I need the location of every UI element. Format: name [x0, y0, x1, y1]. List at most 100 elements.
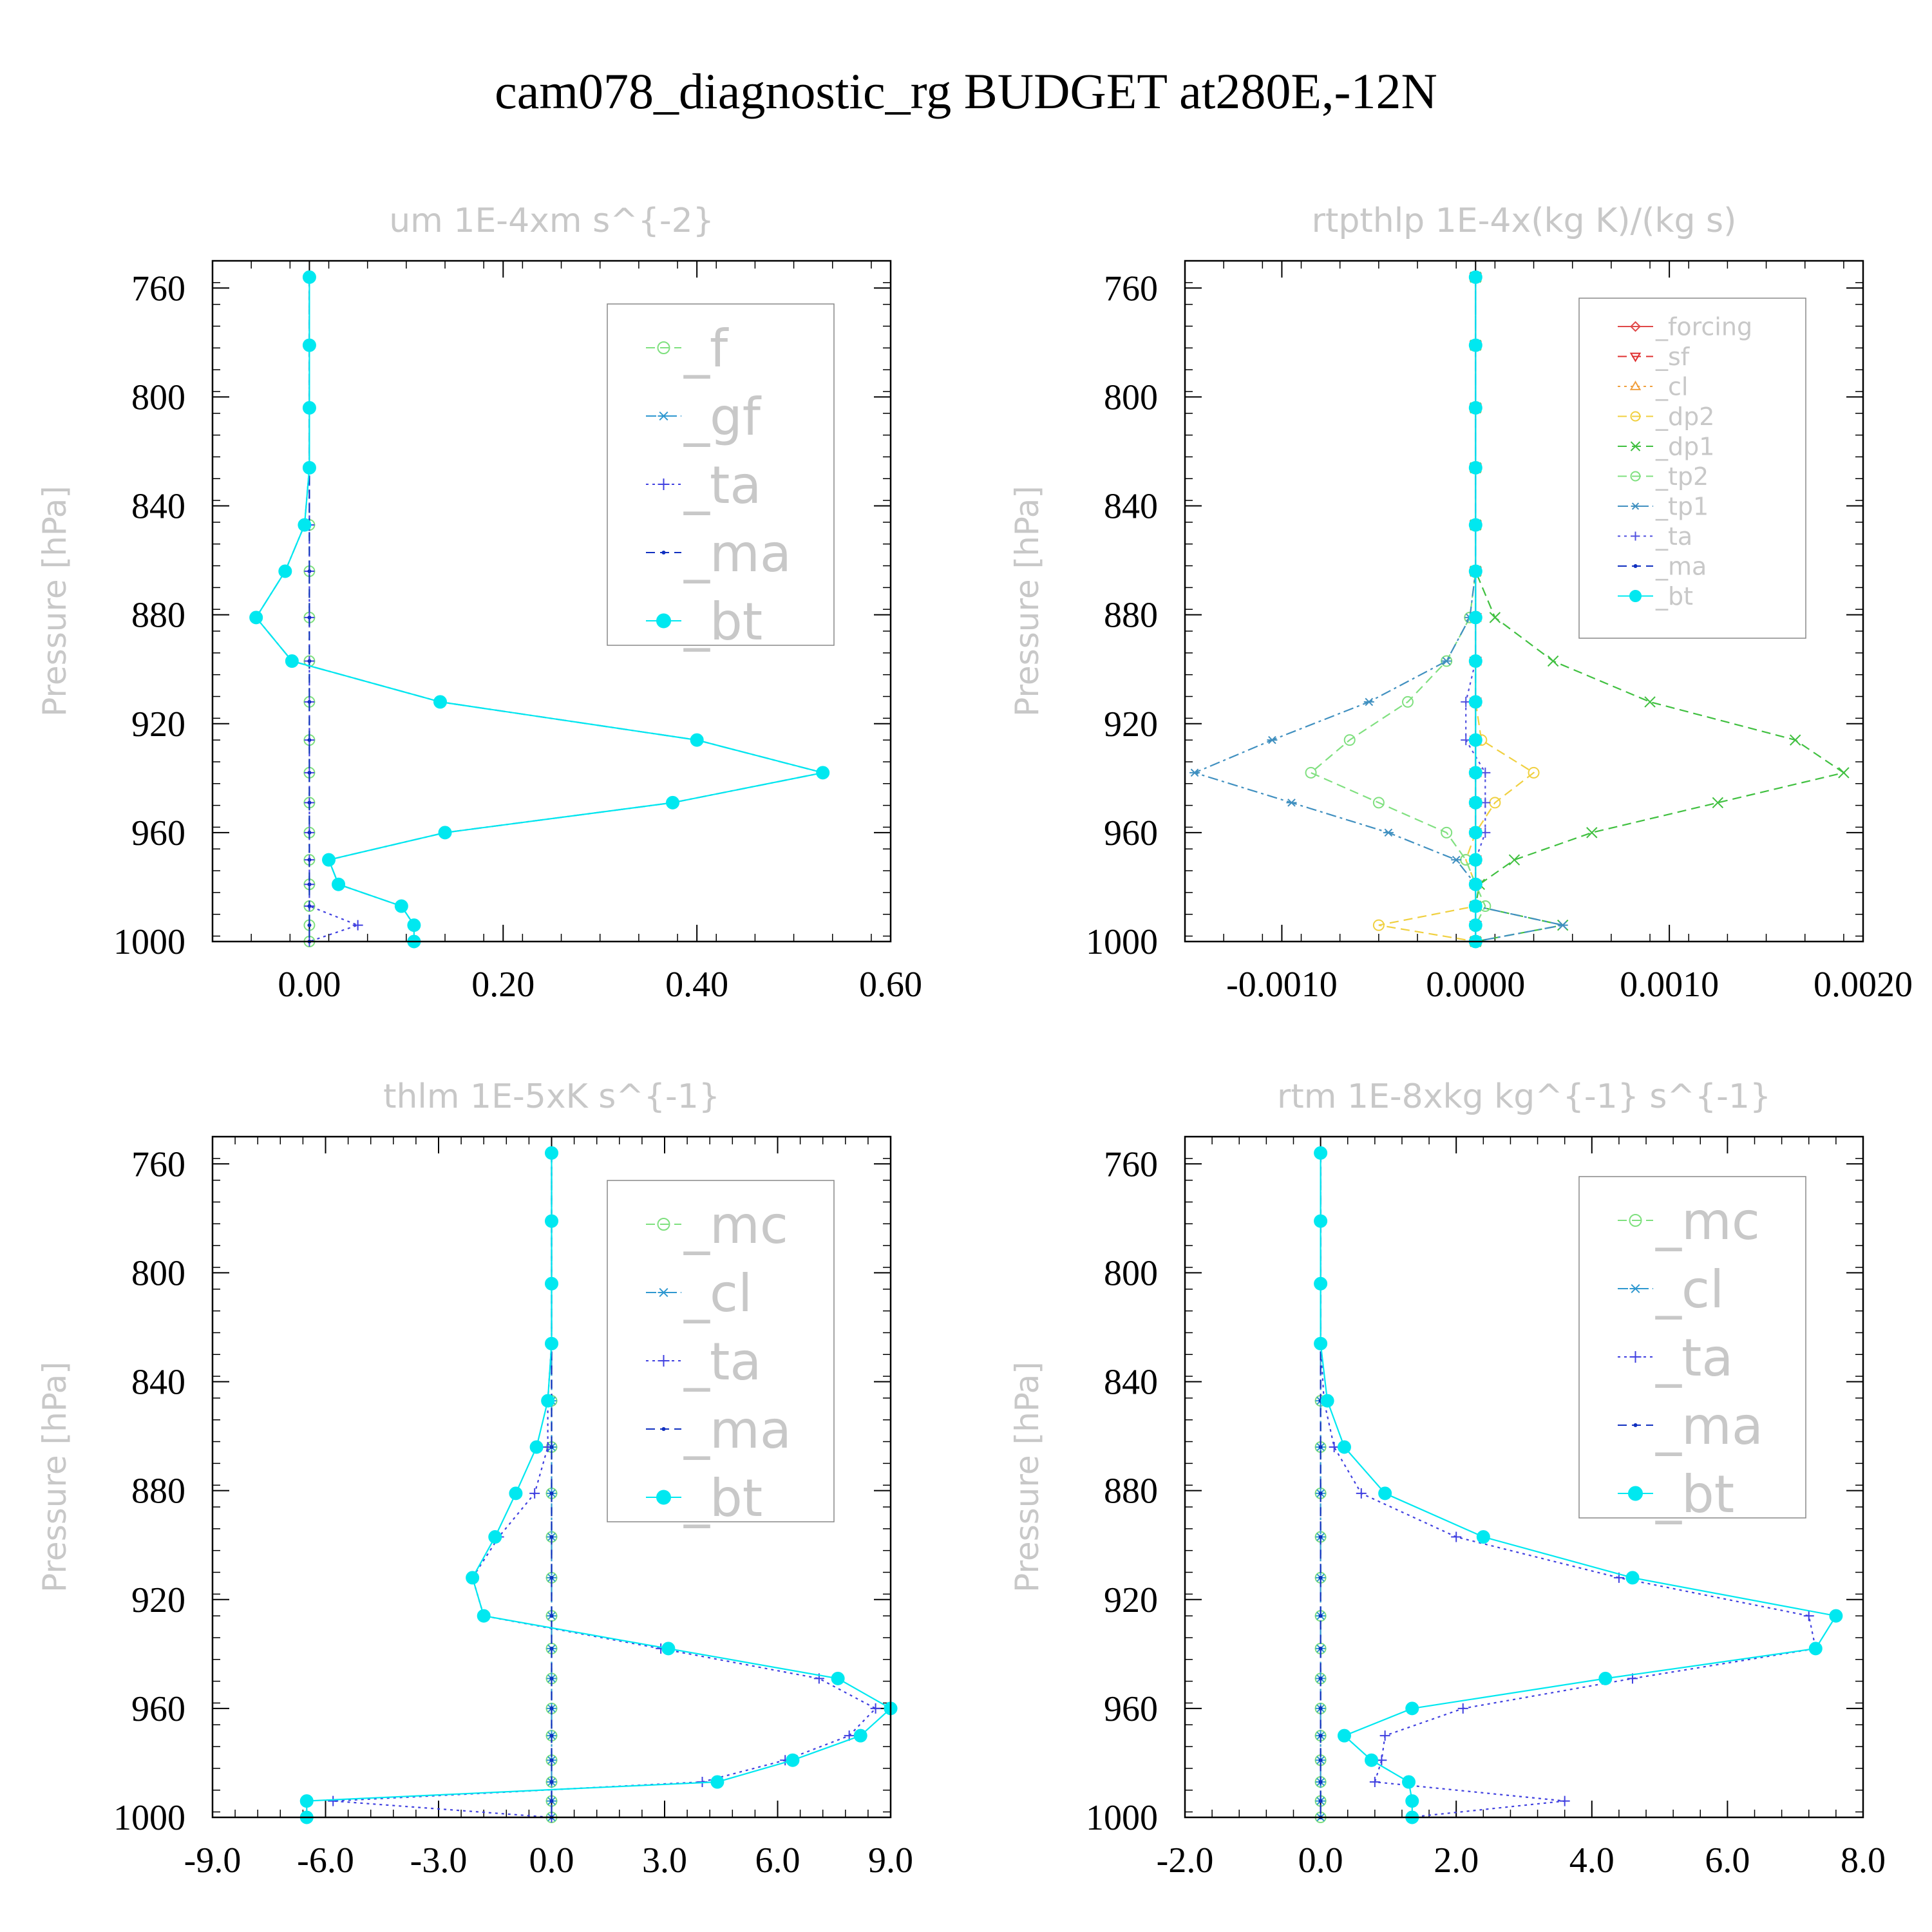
y-tick-label: 800 [1104, 377, 1158, 417]
y-tick-label: 920 [1104, 705, 1158, 744]
data-point [549, 1676, 554, 1681]
data-point [545, 1146, 558, 1160]
legend-item-bt: _bt [1618, 582, 1693, 611]
legend-marker [1630, 471, 1641, 482]
legend-label: _ma [1655, 1396, 1763, 1456]
y-tick-label: 1000 [1086, 1798, 1158, 1838]
data-point [1318, 1535, 1323, 1539]
data-point [307, 615, 312, 620]
data-point [328, 1795, 339, 1806]
legend-label: _sf [1655, 343, 1690, 371]
data-point [1547, 655, 1559, 667]
legend-label: _gf [683, 387, 762, 447]
data-point [1318, 1646, 1323, 1651]
data-point [529, 1488, 540, 1499]
data-point [299, 1794, 314, 1808]
data-point [1305, 766, 1317, 779]
data-point [786, 1753, 800, 1767]
legend-marker [1629, 381, 1642, 390]
data-point [690, 733, 704, 747]
data-point [1508, 854, 1520, 866]
data-point [545, 1336, 558, 1350]
data-point [307, 904, 312, 909]
data-point [407, 918, 421, 933]
legend-marker [657, 341, 670, 354]
data-point [545, 1214, 558, 1228]
data-point [352, 920, 363, 931]
data-point [853, 1728, 867, 1743]
legend-label: _ma [683, 1400, 791, 1460]
y-tick-label: 880 [1104, 596, 1158, 636]
y-tick-label: 880 [131, 596, 185, 636]
data-point [1318, 1575, 1323, 1580]
legend-marker [1629, 1351, 1642, 1363]
data-point [1468, 826, 1482, 840]
legend-marker [661, 1427, 666, 1431]
data-point [1468, 853, 1482, 867]
y-tick-label: 800 [131, 1253, 185, 1293]
legend-marker [1630, 411, 1641, 422]
data-point [1318, 1614, 1323, 1618]
data-point [1489, 612, 1501, 623]
data-point [710, 1775, 724, 1789]
data-point [1318, 1734, 1323, 1738]
legend-marker [1631, 502, 1640, 510]
x-tick-label: -0.0010 [1226, 965, 1338, 1005]
legend-item-mc: _mc [1618, 1191, 1760, 1251]
legend-marker [1629, 1283, 1642, 1294]
legend-item-forcing: _forcing [1618, 313, 1752, 341]
data-point [1598, 1671, 1613, 1685]
data-point [466, 1571, 480, 1585]
series-line [1378, 277, 1535, 943]
chart-panel-1: um 1E-4xm s^{-2} Pressure [hPa] 0.00 0.20 0.… [36, 202, 922, 1005]
data-point [307, 770, 312, 775]
x-tick-label: 0.00 [278, 965, 341, 1005]
plot-frame [211, 260, 892, 943]
plot-frame [1184, 1135, 1864, 1819]
data-point [1337, 1728, 1351, 1743]
data-point [1586, 827, 1598, 838]
data-point [661, 1642, 676, 1656]
y-tick-label: 760 [1104, 269, 1158, 308]
legend-item-f: _f [646, 319, 729, 379]
x-tick-label: 0.0 [1298, 1841, 1343, 1880]
data-point [1314, 1214, 1328, 1228]
minor-ticks [1184, 260, 1863, 942]
legend-marker [1628, 1486, 1643, 1501]
data-point [307, 858, 312, 862]
data-point [302, 401, 316, 415]
legend-item-ta: _ta [1618, 522, 1692, 551]
panel-title: rtpthlp 1E-4x(kg K)/(kg s) [1312, 202, 1737, 240]
data-point [394, 899, 408, 913]
series-line [306, 1153, 892, 1817]
data-point [1457, 1703, 1468, 1714]
data-point [1369, 1777, 1380, 1788]
legend-item-bt: _bt [1618, 1464, 1734, 1524]
x-tick-label: 6.0 [755, 1841, 800, 1880]
y-tick-label: 880 [131, 1472, 185, 1511]
legend-marker [658, 1355, 670, 1367]
x-tick-label: 9.0 [868, 1841, 913, 1880]
data-point [438, 826, 452, 840]
data-point [666, 795, 680, 810]
y-tick-label: 760 [131, 269, 185, 308]
data-point [1318, 1799, 1323, 1803]
legend: _mc _cl _ta _ma _bt [607, 1180, 835, 1528]
x-tick-label: -3.0 [410, 1841, 468, 1880]
data-point [1401, 1775, 1416, 1789]
data-point [1337, 1440, 1351, 1454]
series-line [1192, 277, 1563, 943]
legend-label: _ta [1655, 1328, 1733, 1388]
series-bt [1468, 270, 1482, 949]
data-point [1803, 1611, 1814, 1622]
panel-title: thlm 1E-5xK s^{-1} [383, 1077, 720, 1116]
data-point [549, 1780, 554, 1785]
y-tick-label: 840 [131, 487, 185, 527]
legend: _mc _cl _ta _ma _bt [1578, 1176, 1806, 1524]
data-point [549, 1734, 554, 1738]
x-tick-label: -2.0 [1157, 1841, 1214, 1880]
y-tick-label: 1000 [1086, 922, 1158, 962]
data-point [1468, 611, 1482, 625]
data-point [1838, 767, 1850, 779]
legend-box [1578, 298, 1806, 639]
